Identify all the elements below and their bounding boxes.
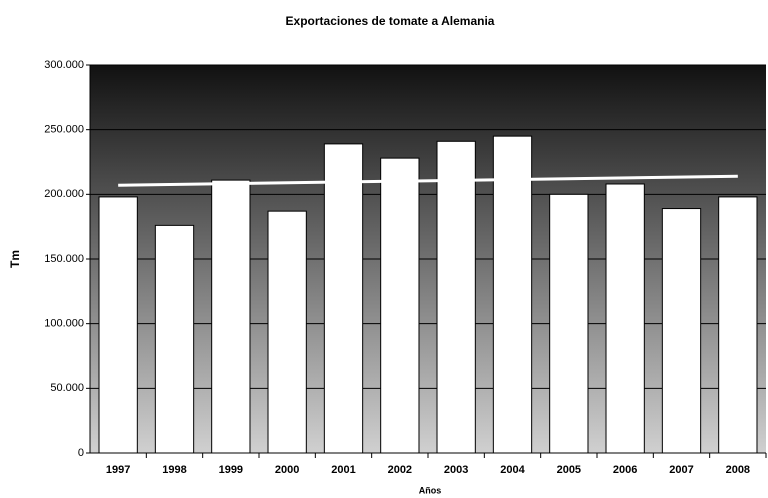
bar (267, 210, 307, 454)
bar (211, 179, 251, 454)
bar (436, 140, 476, 454)
bar (154, 224, 195, 454)
y-tick-label: 100.000 (44, 318, 84, 330)
x-tick-label: 2004 (500, 464, 525, 476)
x-tick-label: 2006 (613, 464, 637, 476)
x-tick-label: 1999 (219, 464, 243, 476)
bar (718, 196, 758, 454)
y-tick-label: 50.000 (50, 382, 84, 394)
y-tick-label: 300.000 (44, 59, 84, 71)
chart-title: Exportaciones de tomate a Alemania (286, 14, 495, 28)
trend-line (118, 174, 738, 187)
x-axis-label: Años (419, 485, 442, 495)
x-tick-label: 1998 (162, 464, 186, 476)
x-tick-label: 2000 (275, 464, 299, 476)
x-tick-label: 2003 (444, 464, 468, 476)
x-tick-label: 1997 (106, 464, 130, 476)
y-axis-label: Tm (8, 250, 22, 268)
y-tick-label: 0 (78, 447, 84, 459)
x-tick-label: 2002 (388, 464, 412, 476)
y-tick-label: 250.000 (44, 124, 84, 136)
bar (323, 143, 364, 454)
x-tick-label: 2001 (331, 464, 355, 476)
y-tick-label: 200.000 (44, 188, 84, 200)
x-tick-label: 2007 (669, 464, 693, 476)
x-tick-label: 2005 (557, 464, 581, 476)
bar (98, 196, 138, 454)
bar (380, 157, 420, 454)
x-tick-label: 2008 (726, 464, 750, 476)
bar (492, 135, 533, 454)
bar (661, 208, 702, 454)
bar (549, 193, 589, 454)
y-tick-label: 150.000 (44, 253, 84, 265)
bar (605, 183, 645, 454)
